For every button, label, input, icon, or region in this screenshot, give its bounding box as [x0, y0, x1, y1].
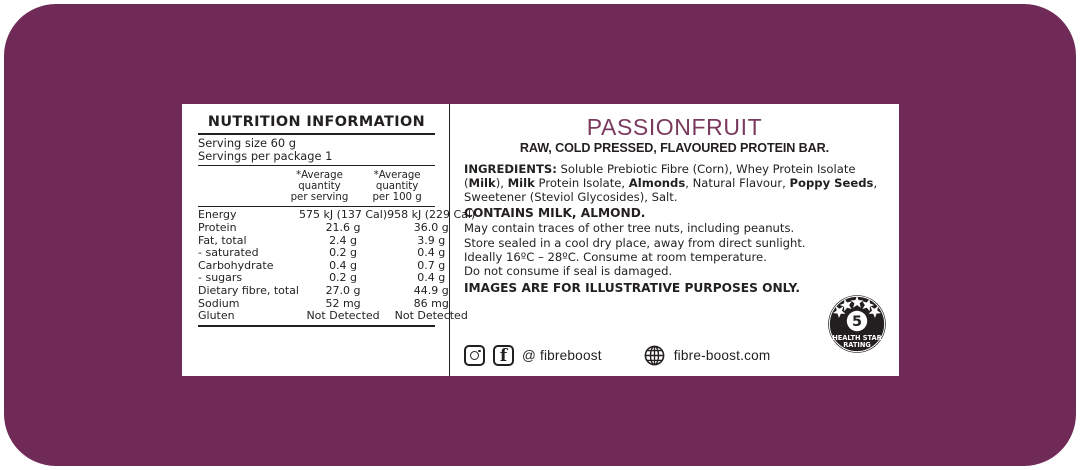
nutrient-per-100g: 36.0 g — [413, 221, 449, 235]
nutrition-values-table: Energy 575 kJ (137 Cal) 958 kJ (229 Cal) Pr… — [198, 207, 475, 325]
nutrient-per-100g: 0.4 g — [417, 246, 446, 260]
storage-notes: May contain traces of other tree nuts, i… — [464, 221, 885, 279]
health-star-icon — [850, 295, 864, 308]
nutrition-panel-title: NUTRITION INFORMATION — [207, 114, 426, 130]
per-serving-line2: quantity — [298, 180, 341, 192]
per-100g-line1: *Average — [373, 169, 421, 181]
storage-note-line: Do not consume if seal is damaged. — [464, 264, 673, 279]
nutrient-per-serving: 0.2 g — [329, 271, 358, 285]
nutrient-name: Protein — [198, 221, 237, 235]
serving-size: Serving size 60 g — [198, 136, 296, 151]
serving-rule — [198, 164, 435, 166]
health-star-icon — [862, 298, 875, 312]
nutrition-row: Carbohydrate 0.4 g 0.7 g — [198, 258, 475, 273]
nutrition-table-header-row: *Average quantity per serving *Average q… — [198, 166, 435, 206]
website-url: fibre-boost.com — [673, 348, 771, 363]
health-star-label-line1: HEALTH STAR — [832, 334, 881, 342]
product-label-card: NUTRITION INFORMATION Serving size 60 g … — [182, 104, 899, 376]
nutrient-per-serving: 21.6 g — [325, 221, 361, 235]
nutrient-name: Energy — [198, 208, 237, 222]
globe-icon — [644, 345, 665, 366]
nutrient-per-100g: 86 mg — [413, 296, 449, 310]
nutrient-per-100g: 0.4 g — [417, 271, 446, 285]
nutrient-name: Gluten — [198, 309, 235, 323]
health-star-rating-badge: 5 HEALTH STAR RATING — [828, 295, 886, 353]
website-group[interactable]: fibre-boost.com — [644, 345, 771, 366]
nutrient-per-100g: 44.9 g — [413, 284, 449, 298]
per-serving-line1: *Average — [295, 169, 343, 181]
nutrition-row: Sodium 52 mg 86 mg — [198, 296, 475, 311]
illustrative-notice: IMAGES ARE FOR ILLUSTRATIVE PURPOSES ONL… — [464, 280, 800, 295]
serving-block: Serving size 60 g Servings per package 1 — [198, 135, 435, 164]
instagram-dot — [477, 349, 481, 353]
per-100g-line3: per 100 g — [372, 191, 422, 203]
nutrient-per-serving: 0.2 g — [329, 246, 358, 260]
nutrient-per-serving: 575 kJ (137 Cal) — [298, 208, 388, 222]
nutrient-per-100g: 0.7 g — [417, 258, 446, 272]
instagram-ring — [470, 351, 479, 361]
nutrition-row: Energy 575 kJ (137 Cal) 958 kJ (229 Cal) — [198, 207, 475, 222]
nutrition-table: *Average quantity per serving *Average q… — [198, 166, 435, 206]
table-bottom-rule — [198, 325, 435, 327]
social-footer: f @ fibreboost fibre-boost.com — [464, 341, 885, 368]
nutrient-name: - sugars — [198, 271, 243, 285]
header-rule — [198, 205, 435, 207]
instagram-icon[interactable] — [464, 345, 485, 366]
health-star-icon — [868, 305, 882, 319]
nutrient-per-100g: Not Detected — [394, 309, 468, 323]
ingredients-text: INGREDIENTS: Soluble Prebiotic Fibre (Co… — [464, 162, 878, 205]
product-subtitle: RAW, COLD PRESSED, FLAVOURED PROTEIN BAR… — [519, 141, 830, 155]
nutrient-name: Carbohydrate — [198, 258, 274, 272]
nutrient-name: Sodium — [198, 296, 240, 310]
nutrient-per-serving: 0.4 g — [329, 258, 358, 272]
health-star-value: 5 — [852, 314, 862, 330]
servings-per-package: Servings per package 1 — [198, 148, 333, 163]
nutrition-row: - sugars 0.2 g 0.4 g — [198, 272, 475, 285]
title-rule — [198, 133, 435, 136]
nutrition-information-panel: NUTRITION INFORMATION Serving size 60 g … — [182, 104, 475, 376]
contains-allergen-statement: CONTAINS MILK, ALMOND. — [464, 205, 646, 220]
facebook-f-glyph: f — [499, 346, 508, 366]
nutrition-row: Protein 21.6 g 36.0 g — [198, 221, 475, 235]
nutrient-per-serving: 2.4 g — [329, 233, 358, 247]
nutrient-per-100g: 3.9 g — [417, 233, 446, 247]
nutrient-name: Dietary fibre, total — [198, 284, 299, 298]
nutrition-row: Gluten Not Detected Not Detected — [198, 309, 475, 325]
storage-note-line: Store sealed in a cool dry place, away f… — [464, 235, 806, 250]
storage-note-line: Ideally 16ºC – 28ºC. Consume at room tem… — [464, 249, 767, 264]
health-star-icon — [832, 305, 846, 319]
column-header-per-serving: *Average quantity per serving — [280, 166, 359, 206]
nutrient-per-serving: 27.0 g — [325, 284, 361, 298]
product-information-panel: PASSIONFRUIT RAW, COLD PRESSED, FLAVOURE… — [450, 104, 899, 376]
facebook-icon[interactable]: f — [493, 345, 514, 366]
nutrient-per-serving: 52 mg — [325, 296, 361, 310]
nutrition-row: - saturated 0.2 g 0.4 g — [198, 247, 475, 260]
health-star-label-line2: RATING — [843, 341, 871, 349]
nutrient-name: Fat, total — [198, 233, 247, 247]
nutrient-per-100g: 958 kJ (229 Cal) — [387, 208, 476, 222]
column-header-nutrient — [198, 166, 280, 206]
flavour-title: PASSIONFRUIT — [586, 114, 763, 140]
column-header-per-100g: *Average quantity per 100 g — [359, 166, 435, 206]
nutrition-row: Dietary fibre, total 27.0 g 44.9 g — [198, 284, 475, 298]
nutrition-row: Fat, total 2.4 g 3.9 g — [198, 233, 475, 248]
nutrient-name: - saturated — [198, 246, 259, 260]
nutrient-per-serving: Not Detected — [306, 309, 380, 323]
storage-note-line: May contain traces of other tree nuts, i… — [464, 221, 795, 236]
per-100g-line2: quantity — [375, 180, 419, 192]
health-star-icon — [839, 298, 852, 312]
instagram-handle: @ fibreboost — [522, 348, 602, 363]
per-serving-line3: per serving — [290, 191, 349, 203]
